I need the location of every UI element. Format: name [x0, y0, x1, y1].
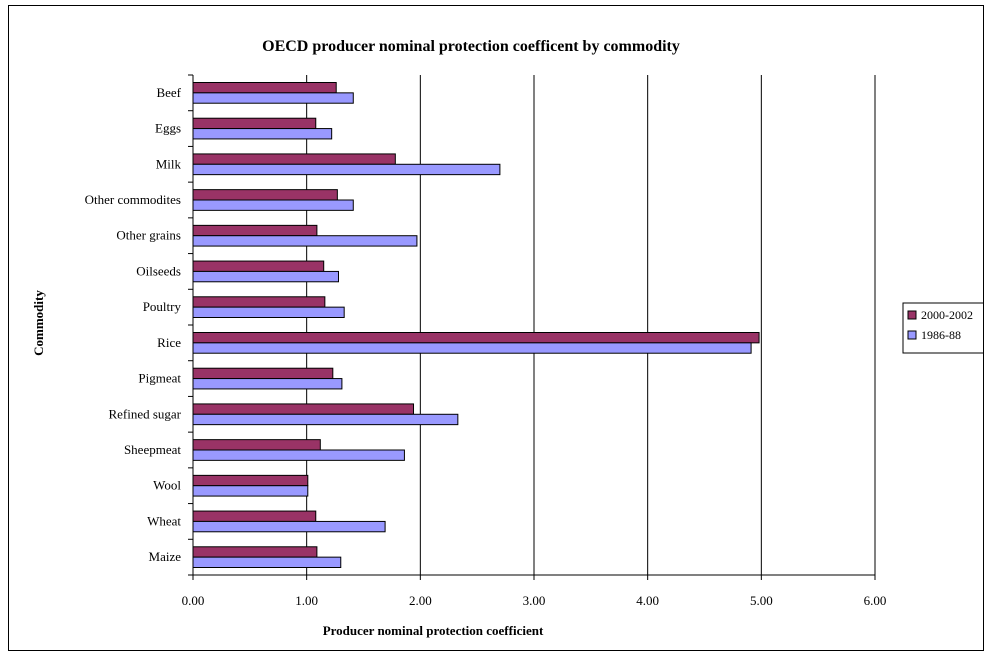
bar-series2-10	[192, 449, 405, 461]
bar-series2-4	[192, 235, 418, 247]
chart-svg: OECD producer nominal protection coeffic…	[31, 38, 983, 638]
y-tick-label-5: Oilseeds	[136, 263, 181, 278]
x-tick-label-5: 5.00	[750, 593, 773, 608]
x-tick-labels: 0.00 1.00 2.00 3.00 4.00 5.00 6.00	[182, 593, 887, 608]
x-tick-label-4: 4.00	[636, 593, 659, 608]
y-tick-label-1: Eggs	[155, 121, 181, 136]
x-tick-label-3: 3.00	[523, 593, 546, 608]
x-tick-label-6: 6.00	[864, 593, 887, 608]
legend-swatch-1	[907, 310, 917, 320]
chart-frame: OECD producer nominal protection coeffic…	[8, 5, 984, 651]
y-tick-label-10: Sheepmeat	[124, 442, 181, 457]
axes	[188, 74, 876, 580]
legend-label-1: 2000-2002	[921, 308, 973, 322]
grid-lines	[306, 75, 876, 575]
bar-series2-3	[192, 199, 354, 211]
legend-label-2: 1986-88	[921, 328, 961, 342]
y-tick-label-3: Other commodites	[85, 192, 181, 207]
y-tick-label-7: Rice	[157, 335, 181, 350]
bar-series1-6	[192, 296, 326, 308]
bar-series1-12	[192, 510, 317, 522]
bar-series2-11	[192, 485, 309, 497]
bar-series2-8	[192, 378, 343, 390]
y-tick-label-6: Poultry	[143, 299, 182, 314]
bar-series1-3	[192, 189, 338, 201]
y-tick-labels: Beef Eggs Milk Other commodites Other grains…	[85, 85, 182, 564]
bar-series1-10	[192, 439, 321, 451]
legend-swatch-2	[907, 330, 917, 340]
bars	[192, 82, 760, 569]
bar-series2-7	[192, 342, 752, 354]
bar-series2-13	[192, 556, 342, 569]
bar-series1-7	[192, 332, 760, 344]
bar-series2-9	[192, 413, 459, 426]
bar-series2-6	[192, 306, 345, 318]
bar-series2-0	[192, 92, 354, 104]
bar-series2-1	[192, 128, 333, 140]
bar-series1-5	[192, 260, 325, 272]
y-tick-label-13: Maize	[149, 549, 182, 564]
y-tick-label-8: Pigmeat	[138, 371, 181, 386]
y-tick-label-11: Wool	[153, 478, 181, 493]
chart-title: OECD producer nominal protection coeffic…	[262, 38, 680, 55]
bar-series1-1	[192, 117, 317, 130]
bar-series1-8	[192, 367, 334, 380]
y-tick-label-9: Refined sugar	[108, 406, 181, 421]
bar-series1-11	[192, 474, 309, 487]
bar-series1-0	[192, 82, 337, 94]
bar-series1-9	[192, 403, 415, 415]
bar-series1-13	[192, 546, 318, 558]
x-axis-title: Producer nominal protection coefficient	[323, 623, 544, 638]
bar-series2-5	[192, 270, 339, 283]
legend-items: 2000-2002 1986-88	[907, 308, 973, 342]
y-tick-label-4: Other grains	[116, 228, 181, 243]
y-tick-label-0: Beef	[156, 85, 181, 100]
y-tick-label-12: Wheat	[147, 513, 181, 528]
x-tick-label-0: 0.00	[182, 593, 205, 608]
bar-series2-2	[192, 163, 501, 176]
y-axis-title: Commodity	[31, 290, 46, 356]
bar-series1-4	[192, 224, 318, 237]
bar-series2-12	[192, 520, 386, 533]
bar-series1-2	[192, 153, 396, 165]
x-tick-label-1: 1.00	[295, 593, 318, 608]
x-tick-label-2: 2.00	[409, 593, 432, 608]
legend: 2000-2002 1986-88	[902, 302, 983, 354]
y-tick-label-2: Milk	[156, 156, 182, 171]
